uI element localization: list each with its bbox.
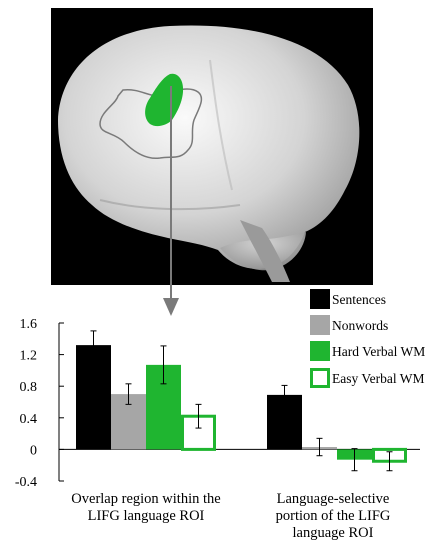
y-tick-label: -0.4 bbox=[15, 475, 37, 490]
y-tick-label: 0.8 bbox=[20, 380, 38, 395]
y-tick-label: 1.2 bbox=[20, 349, 38, 364]
legend: Sentences Nonwords Hard Verbal WM Easy Verb… bbox=[310, 289, 425, 388]
brain-surface bbox=[58, 25, 360, 282]
legend-swatch bbox=[310, 315, 330, 335]
category-label: Overlap region within the LIFG language R… bbox=[71, 491, 220, 524]
legend-label: Nonwords bbox=[332, 318, 388, 333]
legend-label: Sentences bbox=[332, 292, 386, 307]
legend-label: Easy Verbal WM bbox=[332, 371, 424, 386]
y-tick-label: 1.6 bbox=[20, 317, 38, 332]
y-tick-label: 0.4 bbox=[20, 412, 38, 427]
legend-swatch bbox=[310, 368, 330, 388]
error-bars bbox=[90, 330, 393, 472]
legend-swatch bbox=[310, 289, 330, 309]
bars bbox=[76, 345, 407, 463]
category-label: Language-selective portion of the LIFG lan… bbox=[276, 491, 391, 541]
overlap-region-highlight bbox=[145, 73, 184, 127]
y-tick-label: 0 bbox=[30, 443, 37, 458]
bar bbox=[76, 345, 111, 450]
legend-label: Hard Verbal WM bbox=[332, 344, 425, 359]
category-labels: Overlap region within the LIFG language R… bbox=[71, 491, 391, 541]
y-ticks: 1.6 1.2 0.8 0.4 0 -0.4 bbox=[15, 317, 64, 490]
bar-chart: 1.6 1.2 0.8 0.4 0 -0.4 Overlap region within … bbox=[15, 317, 420, 541]
brain-image bbox=[51, 8, 373, 285]
legend-swatch bbox=[310, 341, 330, 361]
